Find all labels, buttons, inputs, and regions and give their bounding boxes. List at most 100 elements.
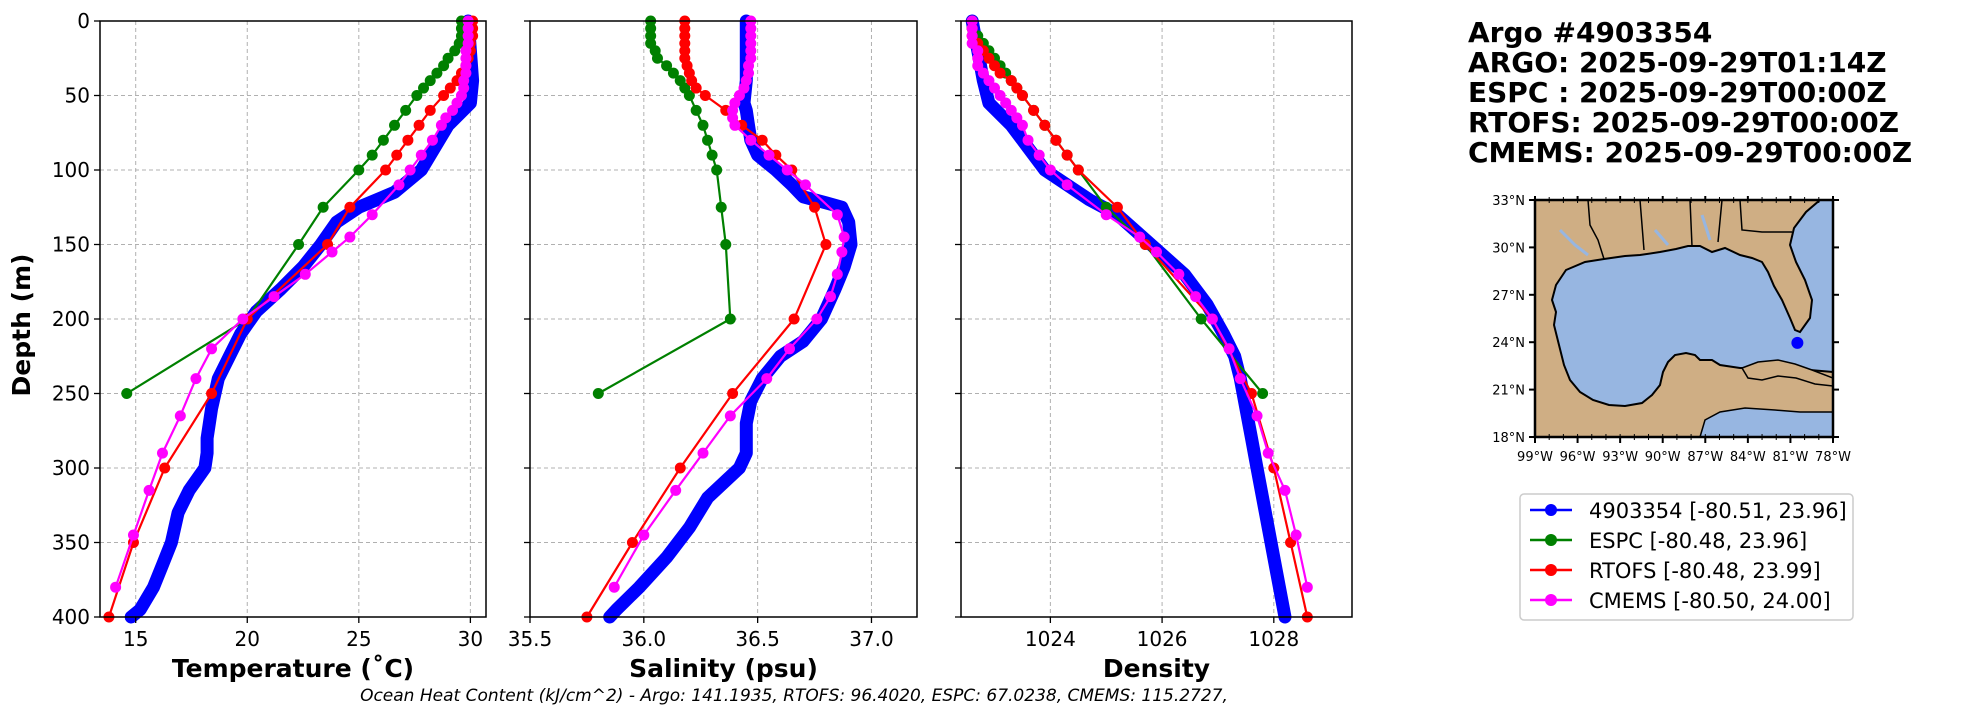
- map-lon-tick-label: 93°W: [1602, 450, 1638, 465]
- temperature-point-cmems: [206, 343, 218, 355]
- temperature-point-rtofs: [380, 164, 392, 176]
- salinity-point-cmems: [763, 149, 775, 161]
- salinity-point-espc: [592, 388, 604, 399]
- salinity-point-cmems: [745, 134, 757, 146]
- map-rivers: [1558, 214, 1712, 257]
- temperature-series-espc: [126, 21, 463, 395]
- temperature-panel: 0 50 100 150 200 250 300 350 400 15 20 25 30 Temperat…: [52, 9, 487, 683]
- temperature-point-espc: [449, 45, 461, 57]
- info-line-rtofs-time: RTOFS: 2025-09-29T00:00Z: [1468, 106, 1899, 139]
- temperature-xtick-label: 20: [235, 627, 260, 651]
- salinity-point-rtofs: [756, 134, 768, 146]
- salinity-point-espc: [690, 104, 702, 116]
- salinity-point-espc: [661, 60, 673, 72]
- salinity-point-rtofs: [809, 201, 821, 213]
- map-lat-tick-label: 30°N: [1492, 241, 1525, 256]
- density-point-cmems: [1290, 529, 1302, 541]
- temperature-axis-label: Temperature (˚C): [172, 654, 414, 683]
- temperature-point-espc: [438, 60, 450, 72]
- info-line-espc-time: ESPC : 2025-09-29T00:00Z: [1468, 76, 1887, 109]
- temperature-point-espc: [389, 119, 401, 131]
- salinity-point-espc: [724, 313, 736, 325]
- density-point-rtofs: [1072, 164, 1084, 176]
- density-point-cmems: [1190, 291, 1202, 303]
- map-lon-tick-label: 90°W: [1645, 450, 1681, 465]
- salinity-point-cmems: [761, 373, 773, 385]
- map-lat-tick-label: 21°N: [1492, 384, 1525, 399]
- temperature-point-rtofs: [424, 104, 436, 116]
- location-map: 99°W 96°W 93°W 90°W 87°W 84°W 81°W 78°W 33°N 30°N…: [1492, 194, 1851, 465]
- temperature-point-cmems: [447, 104, 459, 116]
- density-xtick-label: 1028: [1248, 627, 1299, 651]
- map-state-borders: [1587, 200, 1792, 260]
- density-point-espc: [1257, 388, 1269, 399]
- temperature-point-cmems: [237, 313, 249, 325]
- legend-item: ESPC [-80.48, 23.96]: [1530, 529, 1807, 553]
- legend-item: 4903354 [-80.51, 23.96]: [1530, 499, 1847, 523]
- temperature-point-espc: [400, 104, 412, 116]
- density-point-rtofs: [1039, 119, 1051, 131]
- salinity-xtick-label: 36.5: [735, 627, 780, 651]
- temperature-point-espc: [377, 134, 389, 146]
- density-xtick-label: 1024: [1025, 627, 1076, 651]
- density-point-cmems: [1279, 484, 1291, 496]
- salinity-point-rtofs: [820, 239, 832, 250]
- map-lon-tick-label: 87°W: [1687, 450, 1723, 465]
- map-frame: [1533, 198, 1835, 439]
- map-lon-tick-label: 99°W: [1517, 450, 1553, 465]
- salinity-point-espc: [711, 164, 723, 176]
- density-point-cmems: [1173, 268, 1185, 280]
- temperature-point-rtofs: [413, 119, 425, 131]
- legend-item: RTOFS [-80.48, 23.99]: [1530, 559, 1821, 583]
- density-point-rtofs: [1028, 104, 1040, 116]
- map-lat-tick-label: 33°N: [1492, 194, 1525, 209]
- temperature-point-rtofs: [438, 90, 450, 101]
- depth-tick-label: 100: [52, 158, 90, 182]
- salinity-xtick-label: 35.5: [508, 627, 553, 651]
- temperature-point-espc: [353, 164, 365, 176]
- density-point-rtofs: [994, 67, 1006, 79]
- density-series-4903354: [965, 14, 1292, 624]
- map-lat-tick-label: 24°N: [1492, 336, 1525, 351]
- salinity-point-rtofs: [788, 313, 800, 325]
- depth-tick-label: 0: [77, 9, 90, 33]
- legend-label: 4903354 [-80.51, 23.96]: [1589, 499, 1847, 523]
- density-xtick-label: 1026: [1137, 627, 1188, 651]
- temperature-xtick-label: 15: [123, 627, 148, 651]
- map-lon-tick-label: 84°W: [1730, 450, 1766, 465]
- temperature-point-espc: [293, 239, 305, 250]
- salinity-point-espc: [702, 134, 714, 146]
- temperature-series-4903354: [124, 14, 480, 624]
- temperature-point-cmems: [366, 209, 378, 221]
- salinity-point-cmems: [608, 581, 620, 593]
- salinity-point-cmems: [781, 164, 793, 176]
- density-point-rtofs: [1050, 134, 1062, 146]
- legend-label: RTOFS [-80.48, 23.99]: [1589, 559, 1821, 583]
- density-point-espc: [1195, 313, 1207, 325]
- depth-tick-label: 150: [52, 233, 90, 257]
- salinity-point-espc: [706, 149, 718, 161]
- depth-tick-label: 200: [52, 307, 90, 331]
- salinity-point-espc: [667, 67, 679, 79]
- density-point-cmems: [1134, 231, 1146, 243]
- salinity-point-espc: [683, 90, 695, 101]
- salinity-point-rtofs: [727, 388, 739, 399]
- legend-item: CMEMS [-80.50, 24.00]: [1530, 589, 1831, 613]
- density-point-rtofs: [1016, 90, 1028, 101]
- temperature-point-rtofs: [444, 82, 456, 94]
- depth-tick-label: 250: [52, 382, 90, 406]
- salinity-xtick-label: 36.0: [622, 627, 667, 651]
- temperature-point-cmems: [156, 447, 168, 459]
- salinity-point-rtofs: [690, 82, 702, 94]
- density-point-rtofs: [1061, 149, 1073, 161]
- map-ocean-south: [1699, 407, 1833, 437]
- depth-axis-label: Depth (m): [7, 254, 36, 397]
- temperature-point-rtofs: [391, 149, 403, 161]
- salinity-series-espc: [597, 21, 732, 395]
- legend-marker: [1545, 534, 1557, 546]
- density-point-cmems: [1022, 134, 1034, 146]
- density-point-cmems: [1301, 581, 1313, 593]
- density-point-cmems: [1262, 447, 1274, 459]
- salinity-point-espc: [720, 239, 732, 250]
